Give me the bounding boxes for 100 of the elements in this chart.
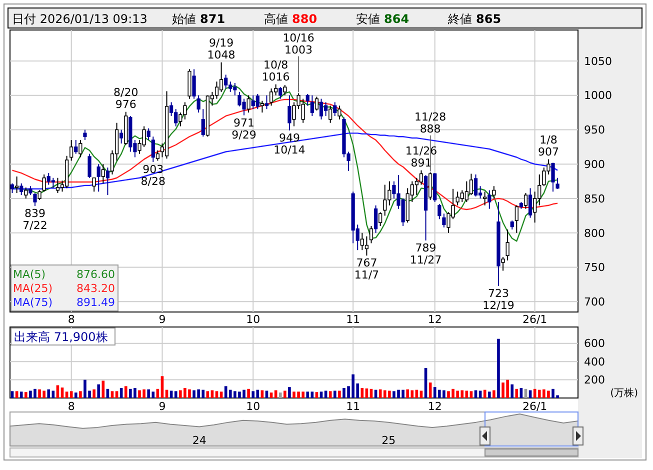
bar (288, 387, 291, 398)
candlestick (192, 68, 196, 100)
annotation: 9/19 1048 (207, 36, 236, 62)
x-tick-label: 26/1 (522, 313, 548, 326)
candlestick (501, 256, 505, 272)
bar (247, 388, 250, 398)
candlestick (556, 177, 560, 190)
y-tick-label: 1000 (584, 89, 612, 102)
bar (488, 392, 491, 398)
candlestick (78, 140, 82, 158)
candlestick (96, 164, 100, 192)
x-tick-label: 11 (346, 400, 360, 413)
x-tick-label: 24 (192, 434, 206, 447)
candlestick (506, 228, 510, 261)
annotation: 767 11/7 (354, 256, 380, 282)
bar (324, 390, 328, 398)
candlestick (374, 204, 378, 234)
bar (224, 386, 228, 398)
annotation: 839 7/22 (22, 207, 48, 232)
text: MA(25) 843.20 (13, 282, 115, 295)
y-tick-label: 600 (584, 337, 605, 350)
annotation: 1/8 907 (538, 133, 559, 158)
candlestick (24, 187, 28, 200)
candlestick (551, 162, 555, 192)
bar (24, 392, 28, 398)
y-tick-label: 200 (584, 374, 605, 387)
candlestick (70, 140, 74, 162)
candlestick (378, 212, 382, 227)
candlestick (219, 62, 224, 92)
candlestick (101, 164, 105, 184)
bar (174, 391, 178, 398)
candlestick (428, 172, 432, 200)
annotation: 789 11/27 (410, 241, 442, 266)
candlestick (438, 204, 442, 220)
candlestick (214, 81, 219, 100)
x-tick-label: 26/1 (522, 400, 548, 413)
bar (252, 391, 255, 398)
candlestick (364, 236, 369, 256)
bar (420, 390, 423, 398)
bar (406, 389, 410, 398)
bar (510, 384, 514, 398)
bar (74, 392, 78, 398)
x-tick-label: 11 (346, 313, 360, 326)
bar (170, 390, 173, 398)
candlestick (106, 167, 110, 196)
candlestick (524, 192, 528, 210)
x-tick-label: 10 (246, 400, 260, 413)
x-tick-label: 9 (158, 313, 166, 326)
bar (115, 391, 118, 398)
bar (492, 390, 496, 398)
candlestick (310, 94, 314, 116)
candlestick (56, 177, 60, 194)
bar (110, 391, 114, 398)
bar (79, 391, 82, 398)
bar (465, 390, 468, 398)
bar (278, 392, 282, 398)
bar (478, 390, 482, 398)
candlestick (288, 94, 292, 131)
y-tick-label: 400 (584, 355, 605, 368)
bar (97, 384, 100, 398)
y-tick-label: 750 (584, 261, 605, 274)
bar (206, 391, 210, 398)
candlestick (88, 153, 92, 178)
candlestick (256, 93, 260, 110)
x-tick-label: 8 (68, 313, 75, 326)
annotation: 10/8 1016 (262, 58, 290, 84)
line-series (12, 85, 558, 242)
x-tick-label: 25 (382, 434, 396, 447)
bar (497, 338, 500, 398)
bar (220, 392, 223, 398)
x-tick-label: 9 (158, 400, 166, 413)
candlestick (278, 86, 282, 100)
y-tick-label: 1050 (584, 54, 612, 68)
bar (515, 388, 518, 398)
annotation: 949 10/14 (274, 131, 306, 156)
candlestick (246, 94, 250, 114)
bar (320, 392, 323, 398)
y-tick-label: 850 (584, 192, 605, 206)
candlestick (20, 182, 24, 196)
x-tick-label: 12 (428, 313, 442, 326)
candlestick (369, 226, 374, 244)
candlestick (314, 96, 319, 111)
bar (65, 392, 68, 398)
candlestick (528, 188, 532, 218)
text: 終値 865 (447, 12, 502, 26)
bar (315, 392, 318, 398)
annotation: 903 8/28 (140, 163, 166, 188)
y-tick-label: 800 (584, 226, 605, 240)
candlestick (201, 108, 205, 138)
candlestick (120, 129, 124, 144)
candlestick (260, 100, 264, 114)
y-tick-label: 900 (584, 158, 605, 171)
bar (310, 392, 314, 398)
candlestick (333, 102, 337, 116)
annotation: 8/20 976 (114, 86, 138, 111)
candlestick (383, 184, 387, 216)
candlestick (224, 74, 228, 89)
candlestick (419, 170, 424, 186)
candlestick (15, 176, 19, 194)
annotation: 971 9/29 (232, 116, 256, 142)
